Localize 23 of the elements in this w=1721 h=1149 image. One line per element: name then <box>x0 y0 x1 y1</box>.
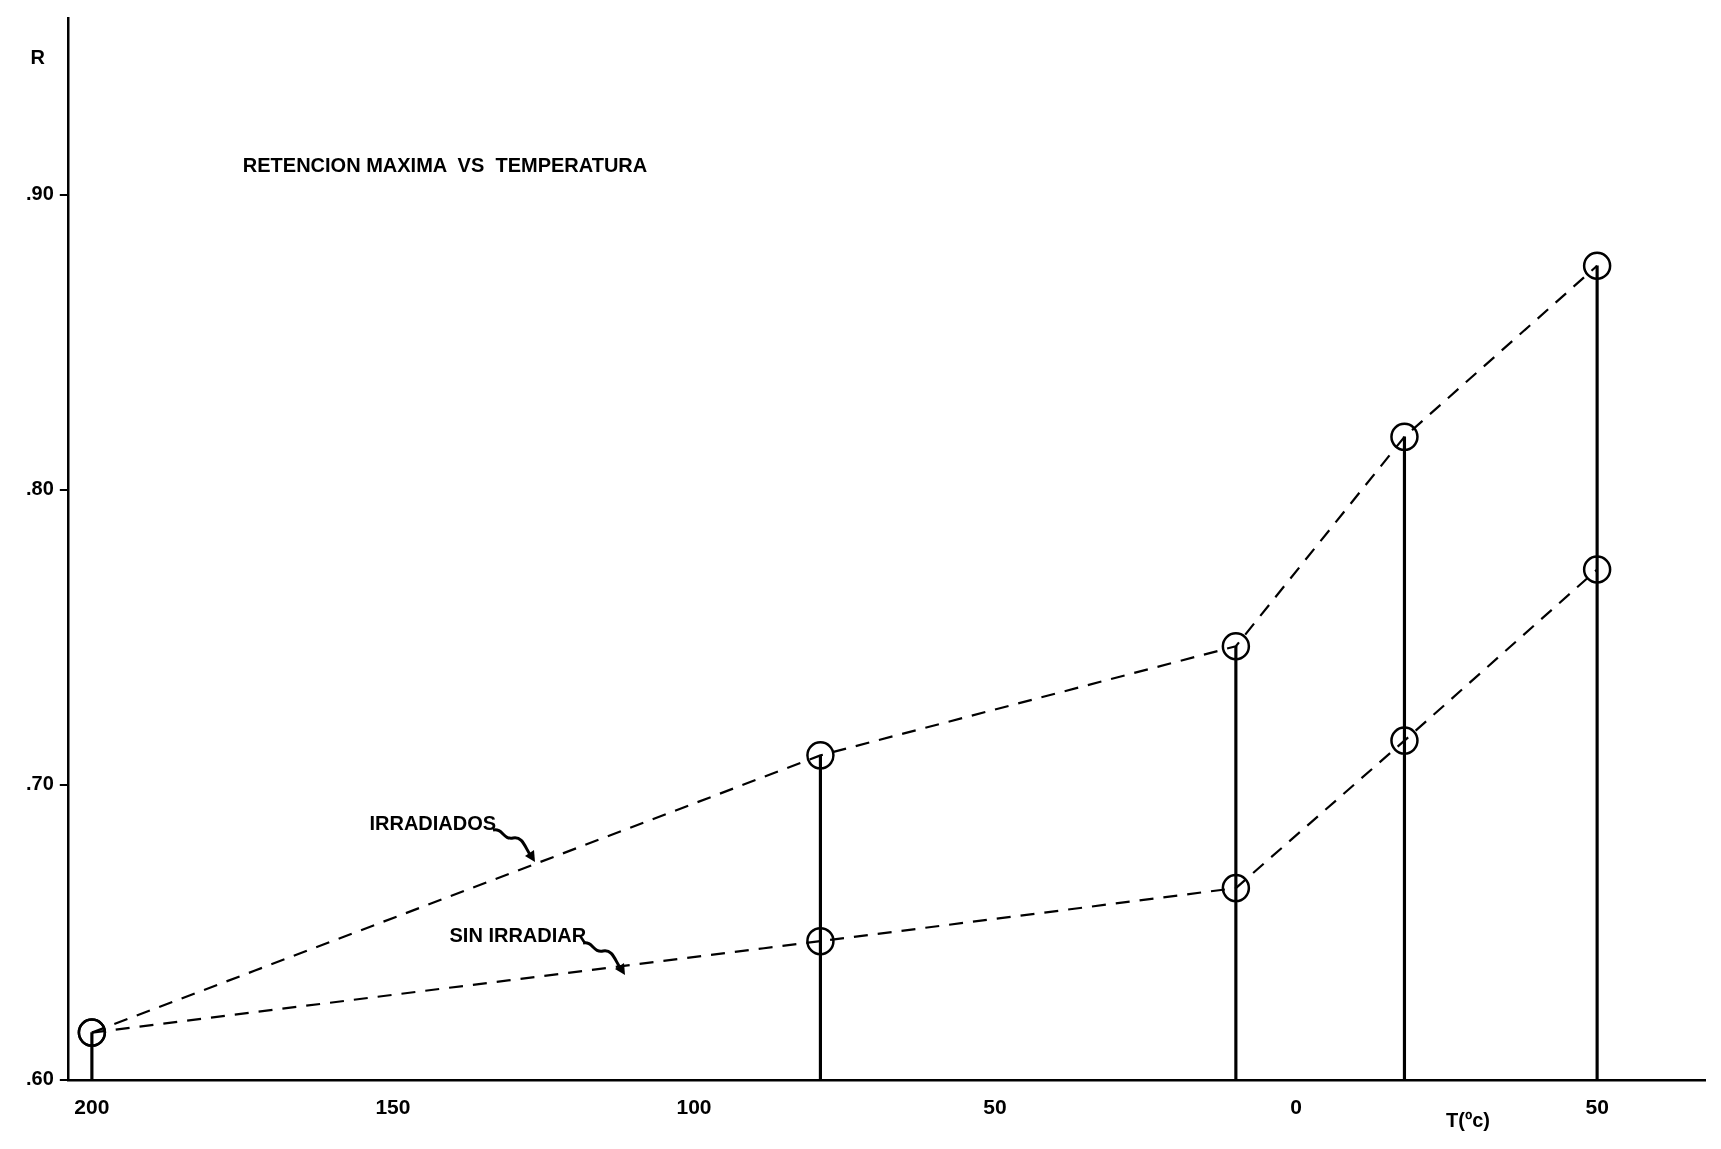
y-tick-label: .80 <box>25 477 54 500</box>
x-tick-label: 50 <box>983 1095 1007 1119</box>
point <box>1221 631 1251 661</box>
point <box>1221 873 1251 903</box>
y-tick-label: .60 <box>25 1067 54 1090</box>
point <box>1582 251 1612 280</box>
text: RETENCION MAXIMA VS TEMPERATURA <box>242 153 648 176</box>
y-tick-label: .90 <box>25 182 54 205</box>
point <box>1582 555 1612 584</box>
x-tick-label: 150 <box>375 1095 411 1119</box>
x-tick-label: 200 <box>74 1095 110 1119</box>
series-label: SIN IRRADIAR <box>449 924 587 947</box>
x-tick-label: 0 <box>1290 1095 1302 1119</box>
y-tick-label: .70 <box>25 772 54 795</box>
point <box>1390 422 1419 452</box>
x-tick-label: 100 <box>676 1095 712 1119</box>
y-axis-title: R <box>30 45 46 68</box>
x-axis-title: T(ºc) <box>1446 1109 1491 1132</box>
point <box>1390 726 1419 755</box>
point <box>806 926 835 956</box>
point <box>806 741 835 770</box>
text: IRRADIADOS <box>369 811 497 834</box>
x-tick-label: 50 <box>1585 1095 1609 1119</box>
